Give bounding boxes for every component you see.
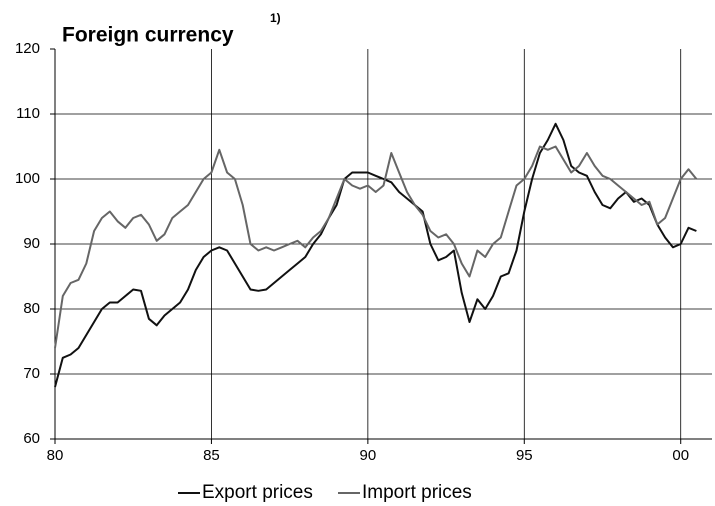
title-note: 1) <box>270 11 281 25</box>
x-tick-label: 00 <box>672 447 689 464</box>
y-tick-label: 80 <box>23 300 40 317</box>
y-tick-label: 100 <box>15 170 40 187</box>
x-tick-label: 85 <box>203 447 220 464</box>
y-tick-label: 90 <box>23 235 40 252</box>
x-tick-label: 80 <box>47 447 64 464</box>
y-tick-label: 60 <box>23 430 40 447</box>
legend-label: Export prices <box>202 482 313 503</box>
legend-label: Import prices <box>362 482 472 503</box>
y-tick-label: 70 <box>23 365 40 382</box>
x-tick-label: 90 <box>360 447 377 464</box>
y-tick-label: 120 <box>15 40 40 57</box>
series-line <box>54 122 697 388</box>
series-line <box>54 145 698 349</box>
y-tick-label: 110 <box>16 105 40 122</box>
x-tick-label: 95 <box>516 447 533 464</box>
chart-title: Foreign currency <box>62 24 234 47</box>
